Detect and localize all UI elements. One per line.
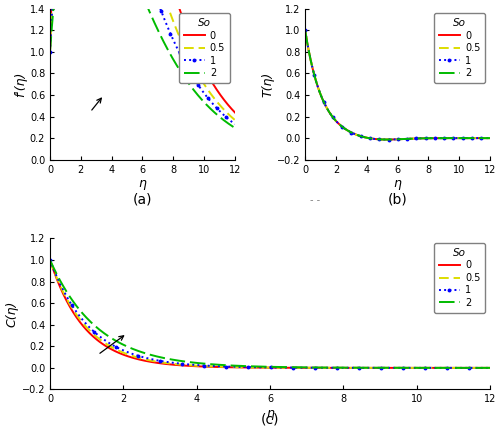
Y-axis label: C(η): C(η) <box>6 301 19 327</box>
Legend: 0, 0.5, 1, 2: 0, 0.5, 1, 2 <box>434 13 485 83</box>
Text: (c): (c) <box>261 412 279 426</box>
X-axis label: η: η <box>266 407 274 420</box>
Text: (b): (b) <box>388 193 407 207</box>
Text: (a): (a) <box>132 193 152 207</box>
Text: - -: - - <box>310 195 320 205</box>
Y-axis label: f'(η): f'(η) <box>14 71 27 97</box>
Y-axis label: T(η): T(η) <box>261 71 274 97</box>
X-axis label: η: η <box>394 177 402 190</box>
Legend: 0, 0.5, 1, 2: 0, 0.5, 1, 2 <box>434 243 485 312</box>
Legend: 0, 0.5, 1, 2: 0, 0.5, 1, 2 <box>178 13 230 83</box>
X-axis label: η: η <box>138 177 146 190</box>
